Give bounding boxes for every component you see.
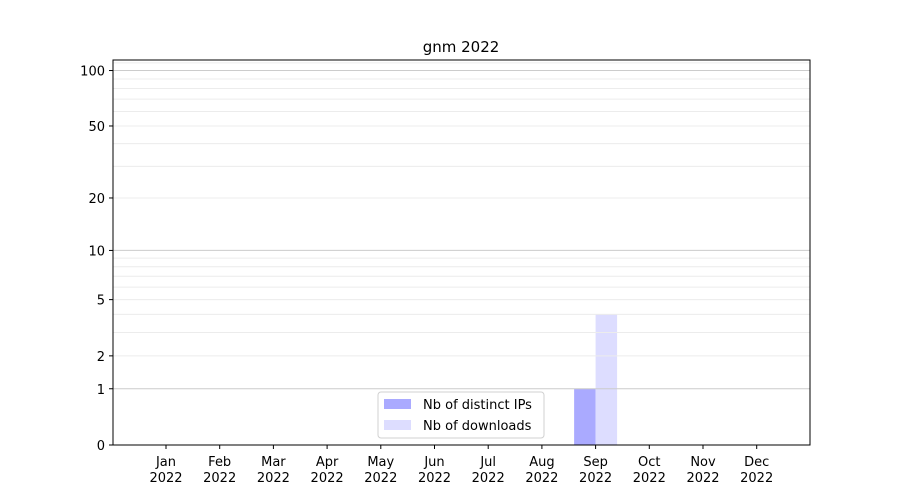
legend-box — [377, 391, 545, 439]
legend-label: Nb of distinct IPs — [423, 398, 532, 413]
x-tick-label: Nov 2022 — [686, 455, 719, 486]
x-tick-label: Feb 2022 — [203, 455, 236, 486]
x-tick-label: Jun 2022 — [418, 455, 451, 486]
x-tick-label: Sep 2022 — [579, 455, 612, 486]
x-tick-label: Aug 2022 — [525, 455, 558, 486]
legend: Nb of distinct IPs Nb of downloads — [377, 391, 545, 439]
y-tick-label: 20 — [88, 192, 105, 207]
legend-label: Nb of downloads — [423, 419, 532, 434]
legend-swatch — [384, 399, 411, 409]
y-tick-label: 0 — [97, 439, 105, 454]
x-tick-label: Apr 2022 — [311, 455, 344, 486]
y-tick-label: 1 — [97, 383, 105, 398]
y-tick-label: 5 — [97, 294, 105, 309]
x-tick-label: Jan 2022 — [149, 455, 182, 486]
x-tick-label: Jul 2022 — [472, 455, 505, 486]
y-tick-label: 100 — [80, 65, 105, 80]
bar-ips — [574, 388, 596, 445]
x-tick-label: May 2022 — [364, 455, 397, 486]
legend-swatch — [384, 420, 411, 430]
x-tick-label: Dec 2022 — [740, 455, 773, 486]
y-tick-label: 50 — [88, 120, 105, 135]
y-tick-label: 10 — [88, 244, 105, 259]
chart-title: gnm 2022 — [423, 38, 500, 56]
y-tick-label: 2 — [97, 350, 105, 365]
x-tick-label: Oct 2022 — [633, 455, 666, 486]
plot-frame — [112, 59, 811, 446]
x-tick-label: Mar 2022 — [257, 455, 290, 486]
bar-downloads — [595, 314, 618, 445]
